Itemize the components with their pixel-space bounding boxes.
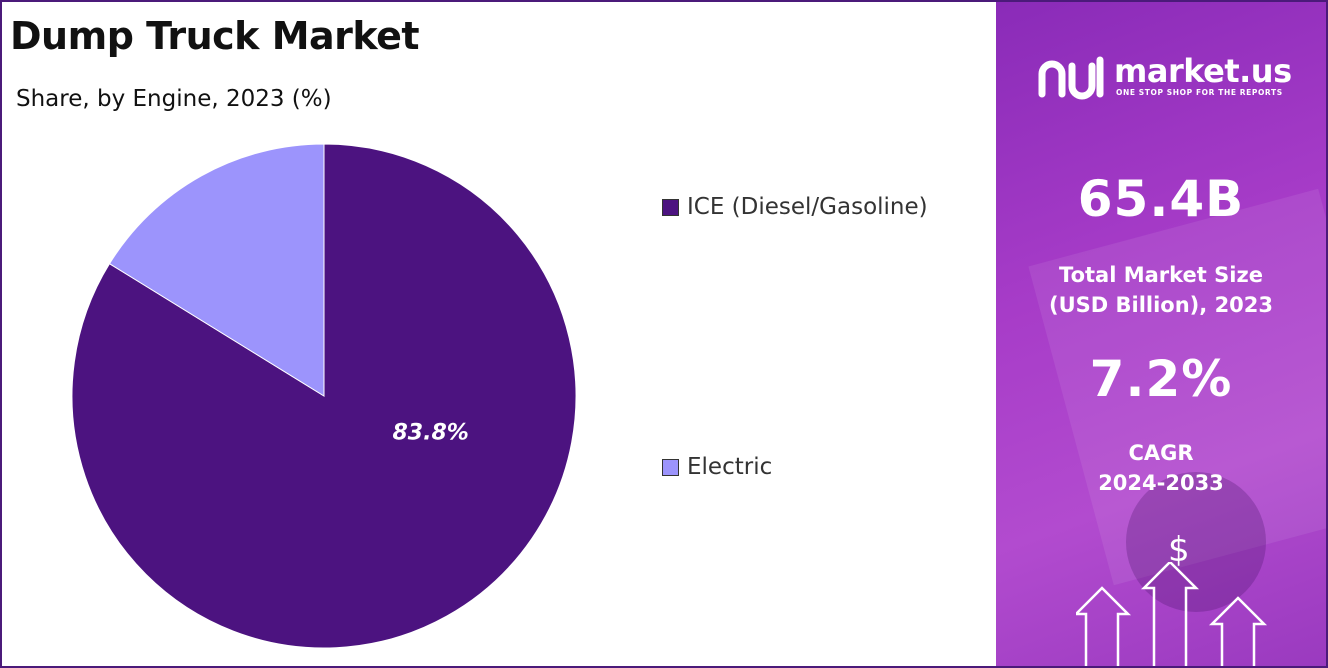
growth-arrows-icon — [1076, 562, 1268, 666]
chart-subtitle: Share, by Engine, 2023 (%) — [16, 86, 332, 112]
cagr-value: 7.2% — [1089, 350, 1233, 408]
brand-name: market.us — [1114, 52, 1292, 90]
brand-tagline: ONE STOP SHOP FOR THE REPORTS — [1116, 88, 1283, 97]
pie-data-label: 83.8% — [392, 421, 468, 446]
market-size-label-line1: Total Market Size — [1059, 263, 1263, 287]
brand-logo: market.us ONE STOP SHOP FOR THE REPORTS — [1036, 52, 1306, 104]
market-us-logo-icon — [1038, 56, 1104, 100]
legend-label-electric: Electric — [687, 454, 773, 480]
dollar-icon: $ — [1168, 530, 1190, 570]
cagr-label-line1: CAGR — [1128, 441, 1194, 465]
legend-item-electric: Electric — [662, 454, 772, 480]
legend-swatch-ice — [662, 198, 679, 216]
market-size-value: 65.4B — [1077, 170, 1245, 228]
panel-divider — [992, 2, 996, 666]
market-size-label-line2: (USD Billion), 2023 — [1048, 293, 1274, 317]
legend-label-ice: ICE (Diesel/Gasoline) — [687, 194, 928, 220]
chart-panel: Dump Truck Market Share, by Engine, 2023… — [2, 2, 992, 666]
legend-swatch-electric — [662, 458, 679, 476]
cagr-label-line2: 2024-2033 — [1098, 471, 1224, 495]
summary-sidebar: market.us ONE STOP SHOP FOR THE REPORTS … — [996, 2, 1326, 666]
pie-slice-electric — [108, 143, 325, 397]
pie-chart: 83.8% — [71, 143, 577, 649]
legend-item-ice: ICE (Diesel/Gasoline) — [662, 194, 928, 220]
chart-title: Dump Truck Market — [10, 14, 420, 58]
